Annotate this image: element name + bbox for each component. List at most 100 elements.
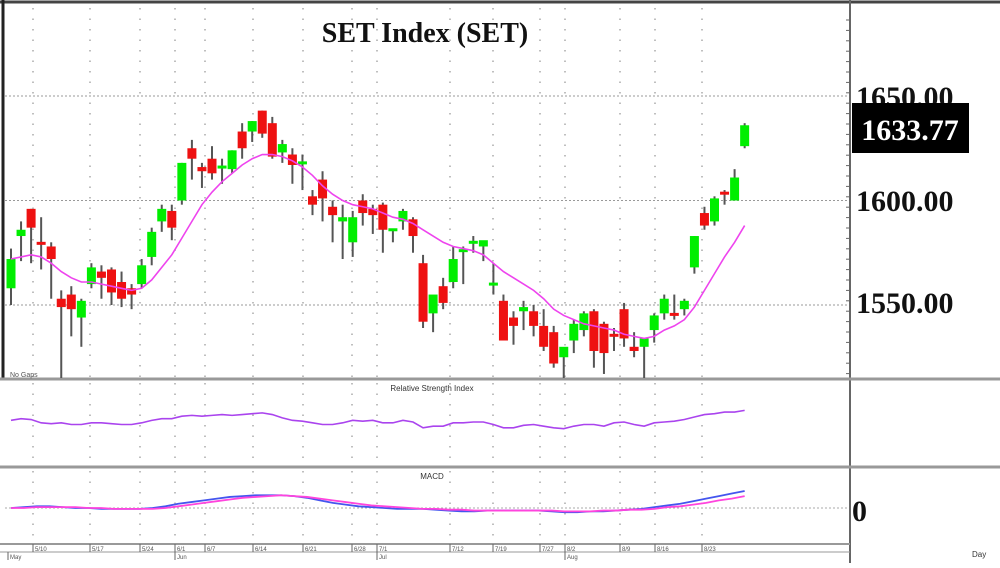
month-label: Jun xyxy=(177,555,187,561)
candle xyxy=(498,294,508,341)
candle xyxy=(418,254,428,328)
date-tick-label: 8/23 xyxy=(704,547,716,553)
month-label: May xyxy=(10,555,21,561)
candle xyxy=(639,338,649,378)
last-value-badge xyxy=(852,103,969,153)
macd-title: MACD xyxy=(420,472,444,481)
candle xyxy=(328,200,338,243)
candle xyxy=(217,158,227,184)
candle xyxy=(247,121,257,142)
candle xyxy=(649,313,659,343)
y-tick-1550: 1550.00 xyxy=(856,287,954,320)
candle xyxy=(720,190,730,205)
candle xyxy=(177,162,187,205)
date-tick-label: 6/28 xyxy=(354,547,366,553)
candle xyxy=(740,123,750,149)
candle xyxy=(438,277,448,310)
date-tick-label: 7/19 xyxy=(495,547,507,553)
candle xyxy=(147,227,157,266)
candle xyxy=(297,154,307,191)
macd-panel xyxy=(10,490,745,514)
candle xyxy=(589,309,599,368)
candle xyxy=(96,265,106,299)
candle xyxy=(76,298,86,347)
date-tick-label: 5/10 xyxy=(35,547,47,553)
candle xyxy=(529,305,539,337)
month-label: Jul xyxy=(379,555,387,561)
candle xyxy=(478,240,488,262)
candle xyxy=(56,290,66,378)
candle xyxy=(66,286,76,337)
last-value-label: 1633.77 xyxy=(861,114,959,147)
candle xyxy=(609,327,619,351)
candle xyxy=(127,284,137,310)
rsi-panel xyxy=(10,409,745,430)
candle xyxy=(710,196,719,226)
date-tick-label: 8/16 xyxy=(657,547,669,553)
candle xyxy=(287,148,297,184)
candle xyxy=(318,171,328,222)
rsi-title: Relative Strength Index xyxy=(390,384,473,393)
signal-line xyxy=(11,494,745,513)
candle xyxy=(388,228,398,243)
candle xyxy=(428,294,438,333)
candle xyxy=(458,246,468,285)
candle xyxy=(619,302,629,347)
date-tick-label: 8/2 xyxy=(567,547,576,553)
no-gaps-label: No Gaps xyxy=(10,372,38,379)
candle xyxy=(237,123,247,159)
candle xyxy=(569,319,579,354)
moving-average-line xyxy=(10,153,746,340)
date-tick-label: 7/12 xyxy=(452,547,464,553)
date-tick-label: 6/7 xyxy=(207,547,216,553)
candle xyxy=(659,294,669,320)
date-tick-label: 6/1 xyxy=(177,547,186,553)
candle xyxy=(308,190,317,216)
candle xyxy=(699,206,709,230)
date-tick-label: 5/17 xyxy=(92,547,104,553)
candle xyxy=(509,311,518,345)
x-unit-label: Day xyxy=(972,550,986,559)
candle xyxy=(187,139,197,180)
candle xyxy=(157,204,167,232)
rsi-line xyxy=(10,409,745,430)
date-tick-label: 5/24 xyxy=(142,547,154,553)
candle xyxy=(117,271,127,308)
candle xyxy=(348,210,358,257)
candle xyxy=(227,150,237,174)
candle xyxy=(488,263,498,295)
candle xyxy=(6,248,16,305)
candle xyxy=(448,246,458,289)
macd-zero-label: 0 xyxy=(852,495,867,528)
candle xyxy=(338,204,348,260)
candle xyxy=(599,321,609,374)
date-tick-label: 7/1 xyxy=(379,547,388,553)
candle xyxy=(267,116,277,159)
date-tick-label: 8/9 xyxy=(622,547,631,553)
candle xyxy=(679,298,689,316)
candle xyxy=(277,139,287,163)
candle xyxy=(46,242,56,299)
date-tick-label: 6/21 xyxy=(305,547,317,553)
candle xyxy=(197,162,207,188)
axis-labels: 5/10 5/17 5/24 6/1 6/7 6/14 6/21 6/28 7/1 7/12 7/1… xyxy=(7,544,716,561)
candle xyxy=(730,169,740,201)
candle xyxy=(559,346,569,378)
date-tick-label: 6/14 xyxy=(255,547,267,553)
candle xyxy=(207,146,217,180)
candle xyxy=(16,221,26,262)
candle xyxy=(257,110,267,138)
candle xyxy=(137,259,147,289)
candle xyxy=(689,236,699,274)
candle xyxy=(539,309,549,351)
candle xyxy=(549,325,559,368)
candle xyxy=(669,294,679,320)
candle xyxy=(167,204,177,241)
candle xyxy=(519,300,529,331)
y-tick-1600: 1600.00 xyxy=(856,185,954,218)
candle xyxy=(86,263,96,289)
price-panel xyxy=(6,110,750,378)
candle xyxy=(36,217,46,270)
